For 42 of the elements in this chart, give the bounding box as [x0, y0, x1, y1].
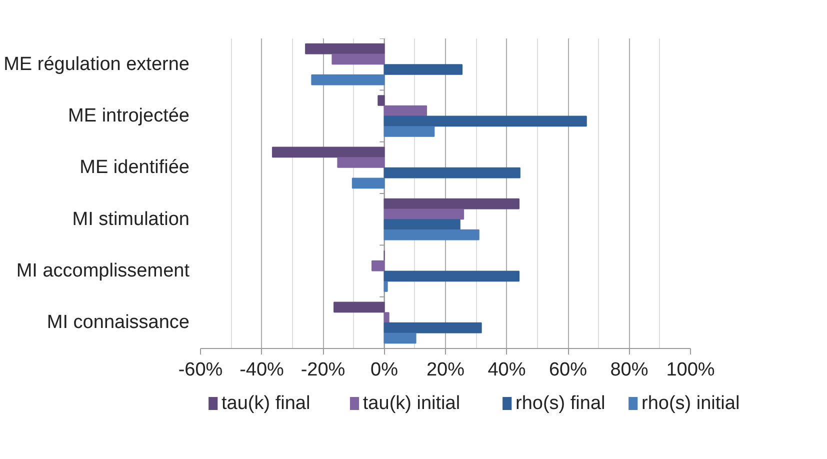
- bar: [384, 281, 388, 292]
- x-tick-label: 20%: [426, 360, 465, 380]
- bar: [384, 322, 482, 334]
- legend-label: rho(s) initial: [642, 393, 740, 414]
- bar: [384, 167, 520, 178]
- bar: [384, 229, 480, 240]
- bar: [384, 219, 460, 230]
- bar: [384, 198, 520, 210]
- legend-label: rho(s) final: [516, 393, 606, 414]
- bar: [384, 270, 520, 282]
- bar: [337, 157, 385, 168]
- bar: [332, 54, 385, 65]
- bar: [384, 116, 587, 127]
- bar: [384, 332, 416, 344]
- legend-label: tau(k) final: [222, 393, 310, 414]
- x-tick-label: 80%: [610, 360, 648, 380]
- bar: [305, 43, 385, 54]
- x-tick-label: -60%: [178, 360, 223, 380]
- bar: [372, 260, 385, 272]
- x-tick-label: -40%: [240, 360, 284, 380]
- x-tick-label: -20%: [300, 360, 346, 380]
- y-tick-label: MI stimulation: [72, 208, 190, 230]
- bar: [378, 95, 385, 106]
- y-tick-label: MI connaissance: [46, 312, 190, 334]
- bar: [334, 302, 385, 313]
- bar: [384, 126, 435, 137]
- bar: [384, 64, 463, 75]
- legend-label: tau(k) initial: [362, 393, 460, 414]
- bar: [311, 74, 385, 86]
- x-tick-label: 100%: [666, 360, 715, 380]
- bar: [352, 178, 385, 189]
- y-tick-label: ME régulation externe: [4, 54, 190, 75]
- x-tick-label: 40%: [488, 360, 526, 380]
- bar: [384, 105, 428, 116]
- x-tick-label: 60%: [548, 360, 588, 380]
- y-tick-label: ME identifiée: [80, 157, 190, 178]
- y-tick-label: ME introjectée: [68, 106, 190, 126]
- x-tick-label: 0%: [370, 360, 398, 380]
- bar: [272, 146, 385, 158]
- bar: [384, 208, 464, 220]
- y-tick-label: MI accomplissement: [16, 260, 190, 282]
- bar: [384, 312, 390, 323]
